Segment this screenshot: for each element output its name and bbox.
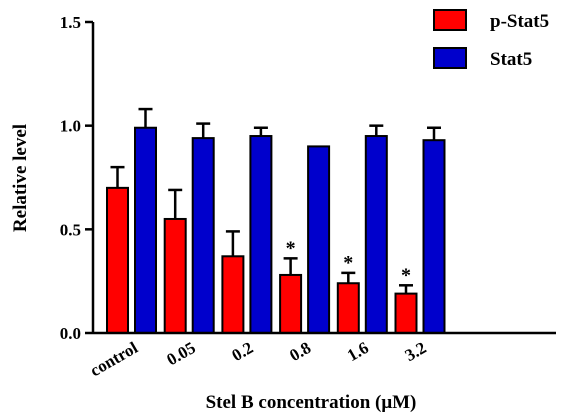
x-tick-label: control <box>87 338 141 380</box>
y-axis-label: Relative level <box>10 124 31 232</box>
significance-mark: * <box>401 264 411 286</box>
bar-stat5-2 <box>249 135 273 334</box>
bar-p-stat5-5 <box>394 292 418 334</box>
y-tick-label: 0.0 <box>60 324 81 343</box>
x-axis-label: Stel B concentration (μM) <box>206 392 417 413</box>
legend-swatch <box>433 9 467 31</box>
x-tick-label: 3.2 <box>402 338 430 365</box>
bar-stat5-0 <box>134 126 157 334</box>
bar-p-stat5-3 <box>279 273 303 334</box>
bar-p-stat5-0 <box>106 186 129 334</box>
x-tick-label: 1.6 <box>344 338 372 365</box>
significance-mark: * <box>343 252 353 274</box>
legend-label: p-Stat5 <box>490 11 549 32</box>
bar-p-stat5-1 <box>163 217 187 334</box>
bar-stat5-5 <box>422 139 446 334</box>
axes <box>91 22 556 335</box>
y-tick-label: 1.0 <box>60 117 81 136</box>
x-tick-label: 0.2 <box>228 338 256 365</box>
legend-label: Stat5 <box>490 49 532 70</box>
bar-stat5-3 <box>307 145 331 334</box>
x-tick-label: 0.05 <box>163 338 198 369</box>
y-ticks: 0.0 0.5 1.0 1.5 <box>60 13 93 343</box>
bar-stat5-1 <box>191 137 215 334</box>
legend: p-Stat5 Stat5 <box>433 9 549 70</box>
x-ticks: control 0.05 0.2 0.8 1.6 3.2 <box>87 338 430 380</box>
bar-p-stat5-2 <box>221 255 245 334</box>
legend-swatch <box>433 47 467 69</box>
bar-p-stat5-4 <box>336 282 360 334</box>
y-tick-label: 0.5 <box>60 220 81 239</box>
bar-stat5-4 <box>364 135 388 334</box>
significance-mark: * <box>286 237 296 259</box>
bars-layer: * * * <box>106 107 446 334</box>
y-tick-label: 1.5 <box>60 13 81 32</box>
x-tick-label: 0.8 <box>286 338 314 365</box>
